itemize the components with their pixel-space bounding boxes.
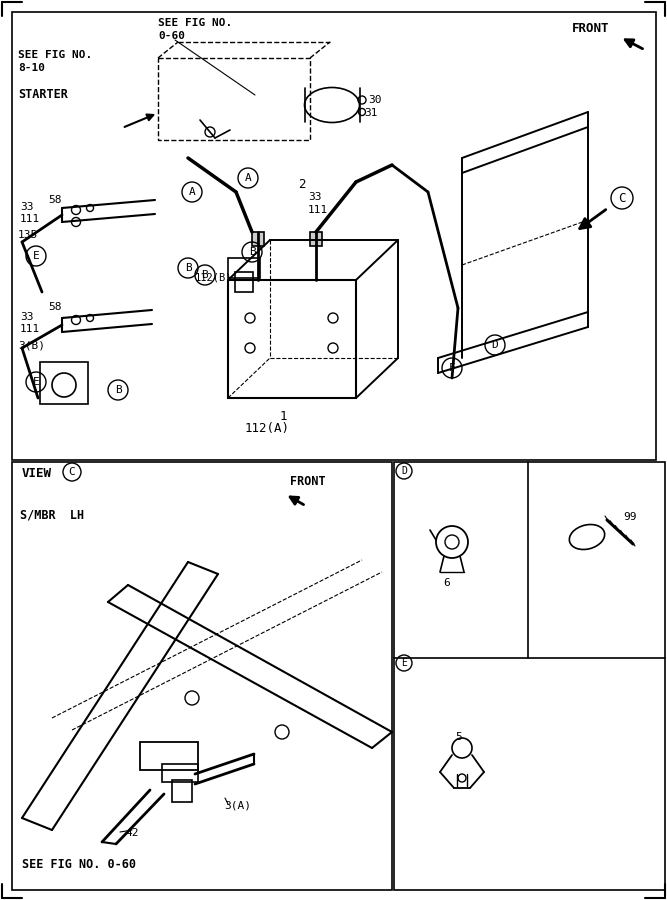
Text: 33: 33 xyxy=(308,192,321,202)
Text: E: E xyxy=(33,377,39,387)
Text: 33: 33 xyxy=(20,312,33,322)
Text: F: F xyxy=(449,363,456,373)
Text: SEE FIG NO. 0-60: SEE FIG NO. 0-60 xyxy=(22,858,136,871)
Text: C: C xyxy=(618,192,626,204)
Text: 135: 135 xyxy=(18,230,38,240)
Bar xyxy=(140,742,198,770)
Text: SEE FIG NO.: SEE FIG NO. xyxy=(18,50,92,60)
Text: B: B xyxy=(249,247,255,257)
Text: 112(A): 112(A) xyxy=(245,422,290,435)
Text: 111: 111 xyxy=(20,324,40,334)
Text: D: D xyxy=(401,466,407,476)
Bar xyxy=(310,232,322,246)
Bar xyxy=(40,362,88,404)
Text: 58: 58 xyxy=(48,302,61,312)
Text: C: C xyxy=(69,467,75,477)
Text: FRONT: FRONT xyxy=(290,475,325,488)
Bar xyxy=(158,58,310,140)
Text: STARTER: STARTER xyxy=(18,88,68,101)
Bar xyxy=(235,272,253,292)
Text: E: E xyxy=(33,251,39,261)
Text: A: A xyxy=(245,173,251,183)
Bar xyxy=(172,780,192,802)
Text: E: E xyxy=(401,658,407,668)
Text: A: A xyxy=(189,187,195,197)
Text: D: D xyxy=(492,340,498,350)
Text: SEE FIG NO.: SEE FIG NO. xyxy=(158,18,232,28)
Text: 30: 30 xyxy=(368,95,382,105)
Text: 31: 31 xyxy=(364,108,378,118)
Bar xyxy=(252,232,264,246)
Text: FRONT: FRONT xyxy=(572,22,610,35)
Text: S/MBR  LH: S/MBR LH xyxy=(20,508,84,521)
Bar xyxy=(162,764,198,782)
Bar xyxy=(12,12,656,460)
Bar xyxy=(12,462,392,890)
Bar xyxy=(228,280,356,398)
Text: 6: 6 xyxy=(444,578,450,588)
Text: B: B xyxy=(201,270,208,280)
Text: 8-10: 8-10 xyxy=(18,63,45,73)
Text: 99: 99 xyxy=(623,512,636,522)
Text: 1: 1 xyxy=(279,410,287,423)
Text: 58: 58 xyxy=(48,195,61,205)
Text: 33: 33 xyxy=(20,202,33,212)
Text: 3(B): 3(B) xyxy=(18,340,45,350)
Text: 2: 2 xyxy=(298,178,305,191)
Text: 3(A): 3(A) xyxy=(224,800,251,810)
Text: 42: 42 xyxy=(125,828,139,838)
Text: VIEW: VIEW xyxy=(22,467,52,480)
Text: B: B xyxy=(185,263,191,273)
Bar xyxy=(394,462,665,890)
Text: 111: 111 xyxy=(20,214,40,224)
Text: 112(B): 112(B) xyxy=(195,272,233,282)
Bar xyxy=(228,258,260,278)
Text: B: B xyxy=(115,385,121,395)
Text: 111: 111 xyxy=(308,205,328,215)
Text: 0-60: 0-60 xyxy=(158,31,185,41)
Text: 5: 5 xyxy=(456,732,462,742)
